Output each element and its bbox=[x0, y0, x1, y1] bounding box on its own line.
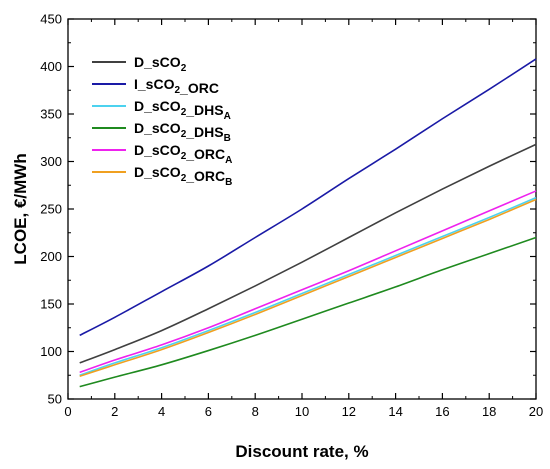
legend-entry-1: D_sCO2 bbox=[92, 54, 187, 74]
series-line-1 bbox=[79, 143, 537, 364]
legend-entry-5: D_sCO2_ORCA bbox=[92, 142, 232, 166]
x-tick-label: 12 bbox=[342, 404, 356, 419]
series-line-6 bbox=[79, 198, 537, 377]
axis-ticks: 0 2 4 6 8 10 12 14 16 18 20 50 100 150 200 250 300 350 400… bbox=[40, 12, 543, 420]
legend-label: D_sCO2_ORCA bbox=[134, 142, 232, 166]
x-tick-label: 4 bbox=[158, 404, 165, 419]
x-tick-label: 2 bbox=[111, 404, 118, 419]
x-tick-label: 0 bbox=[64, 404, 71, 419]
y-tick-label: 450 bbox=[40, 12, 62, 27]
series-line-4 bbox=[79, 236, 537, 388]
y-tick-label: 300 bbox=[40, 154, 62, 169]
legend-label: I_sCO2_ORC bbox=[134, 76, 219, 96]
x-tick-label: 8 bbox=[252, 404, 259, 419]
legend: D_sCO2I_sCO2_ORCD_sCO2_DHSAD_sCO2_DHSBD_… bbox=[92, 54, 232, 188]
x-tick-label: 10 bbox=[295, 404, 309, 419]
legend-entry-6: D_sCO2_ORCB bbox=[92, 164, 232, 188]
y-axis-title: LCOE, €/MWh bbox=[11, 153, 30, 264]
x-tick-label: 16 bbox=[435, 404, 449, 419]
legend-label: D_sCO2 bbox=[134, 54, 187, 74]
legend-entry-4: D_sCO2_DHSB bbox=[92, 120, 231, 144]
series-line-2 bbox=[79, 58, 537, 337]
series-line-3 bbox=[79, 196, 537, 377]
x-axis-title: Discount rate, % bbox=[235, 442, 368, 461]
series-lines bbox=[79, 58, 537, 388]
y-tick-label: 100 bbox=[40, 344, 62, 359]
legend-label: D_sCO2_DHSA bbox=[134, 98, 231, 122]
y-tick-label: 50 bbox=[48, 392, 62, 407]
legend-label: D_sCO2_DHSB bbox=[134, 120, 231, 144]
x-tick-label: 14 bbox=[388, 404, 402, 419]
series-line-5 bbox=[79, 190, 537, 374]
x-tick-label: 20 bbox=[529, 404, 543, 419]
y-tick-label: 250 bbox=[40, 202, 62, 217]
x-tick-label: 6 bbox=[205, 404, 212, 419]
legend-label: D_sCO2_ORCB bbox=[134, 164, 232, 188]
y-tick-label: 200 bbox=[40, 249, 62, 264]
y-tick-label: 350 bbox=[40, 107, 62, 122]
y-tick-label: 150 bbox=[40, 297, 62, 312]
y-tick-label: 400 bbox=[40, 59, 62, 74]
x-tick-label: 18 bbox=[482, 404, 496, 419]
legend-entry-3: D_sCO2_DHSA bbox=[92, 98, 231, 122]
legend-entry-2: I_sCO2_ORC bbox=[92, 76, 219, 96]
